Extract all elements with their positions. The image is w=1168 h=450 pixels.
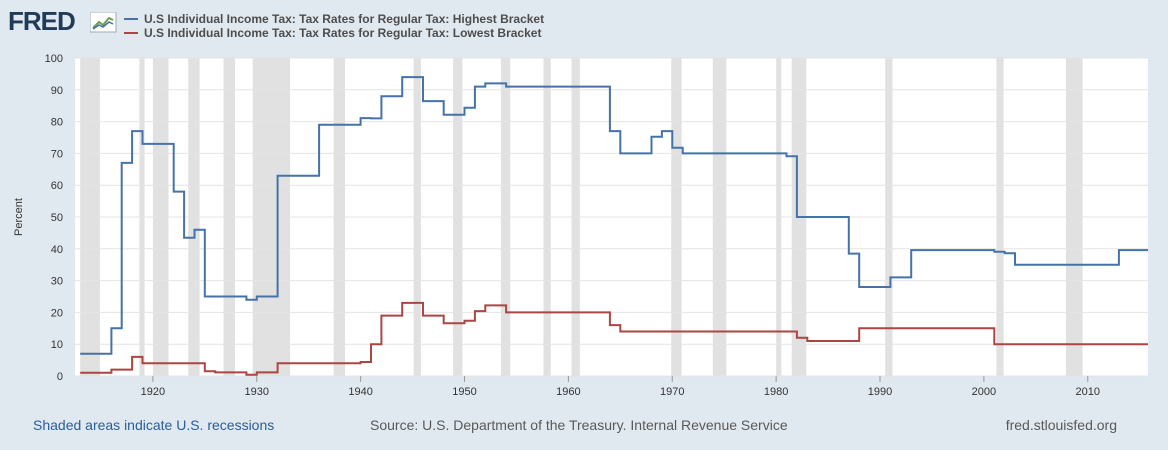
series-line-highest xyxy=(80,76,1148,355)
x-axis-ticks: 1920 1930 1940 1950 1960 1970 1980 1990 2000 2010 xyxy=(141,376,1100,398)
y-tick-label: 60 xyxy=(51,180,63,192)
x-tick-label: 1970 xyxy=(660,386,684,398)
y-tick-label: 90 xyxy=(51,85,63,97)
y-tick-label: 50 xyxy=(51,212,63,224)
site-link[interactable]: fred.stlouisfed.org xyxy=(1005,417,1117,433)
x-tick-label: 1950 xyxy=(452,386,476,398)
y-tick-label: 40 xyxy=(51,244,63,256)
x-tick-label: 1990 xyxy=(868,386,892,398)
y-tick-label: 10 xyxy=(51,339,63,351)
legend-label-highest: U.S Individual Income Tax: Tax Rates for… xyxy=(144,11,545,26)
x-tick-label: 1940 xyxy=(348,386,372,398)
series-line-lowest xyxy=(80,301,1148,376)
recession-note-link[interactable]: Shaded areas indicate U.S. recessions xyxy=(33,417,275,433)
fred-logo[interactable]: FRED xyxy=(8,6,118,36)
y-tick-label: 0 xyxy=(57,371,63,383)
gridlines xyxy=(75,57,1148,377)
legend-item-highest[interactable]: U.S Individual Income Tax: Tax Rates for… xyxy=(124,12,544,26)
x-tick-label: 2010 xyxy=(1076,386,1100,398)
chart-logo-icon xyxy=(90,12,117,33)
legend: U.S Individual Income Tax: Tax Rates for… xyxy=(124,12,544,40)
x-tick-label: 1960 xyxy=(556,386,580,398)
series-lines xyxy=(80,76,1148,376)
legend-swatch-highest xyxy=(124,18,138,20)
x-tick-label: 1920 xyxy=(141,386,165,398)
legend-swatch-lowest xyxy=(124,32,138,34)
x-tick-label: 2000 xyxy=(972,386,996,398)
y-axis-label: Percent xyxy=(13,198,25,236)
source-note: Source: U.S. Department of the Treasury.… xyxy=(370,417,788,433)
y-tick-label: 30 xyxy=(51,276,63,288)
y-axis-ticks: 0 10 20 30 40 50 60 70 80 90 100 xyxy=(45,53,63,383)
legend-label-lowest: U.S Individual Income Tax: Tax Rates for… xyxy=(144,25,542,40)
y-tick-label: 100 xyxy=(45,53,63,65)
y-tick-label: 20 xyxy=(51,307,63,319)
x-tick-label: 1930 xyxy=(245,386,269,398)
legend-item-lowest[interactable]: U.S Individual Income Tax: Tax Rates for… xyxy=(124,26,544,40)
y-tick-label: 80 xyxy=(51,117,63,129)
y-tick-label: 70 xyxy=(51,148,63,160)
x-tick-label: 1980 xyxy=(764,386,788,398)
logo-text: FRED xyxy=(8,6,76,36)
